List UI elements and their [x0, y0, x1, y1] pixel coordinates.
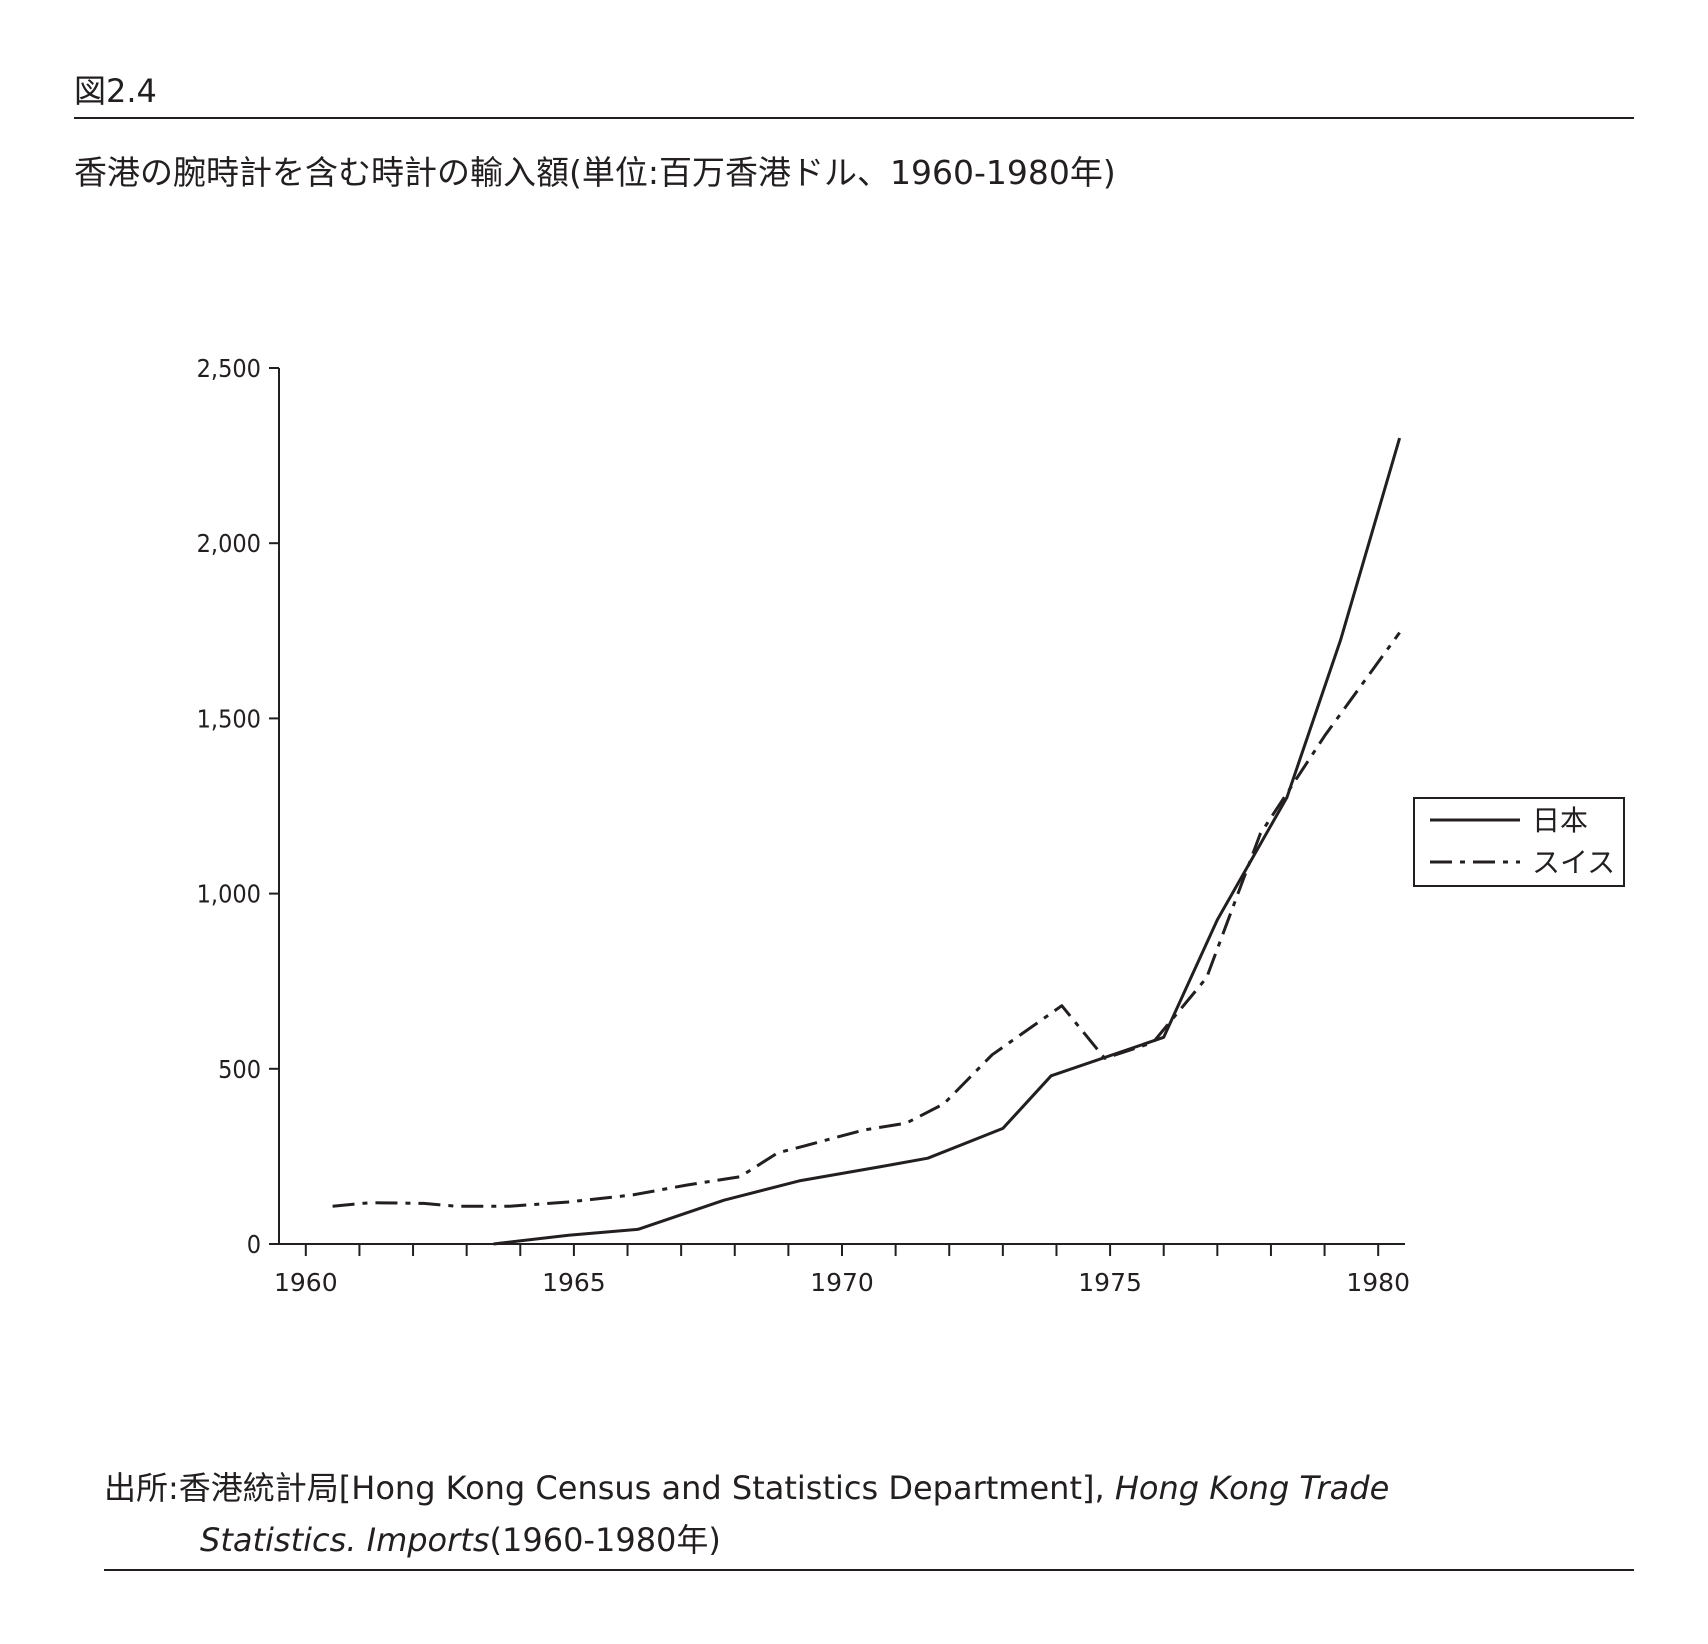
source-title-line2: Statistics. Imports [200, 1521, 490, 1559]
y-tick-label: 1,000 [197, 880, 261, 909]
series-line [493, 437, 1402, 1246]
source-prefix: 出所:香港統計局[Hong Kong Census and Statistics… [104, 1469, 1115, 1507]
x-tick-label: 1975 [1078, 1268, 1142, 1297]
y-tick-label: 2,500 [197, 354, 261, 383]
top-rule [74, 117, 1634, 119]
x-tick-label: 1970 [810, 1268, 874, 1297]
y-tick-label: 1,500 [197, 704, 261, 733]
source-note: 出所:香港統計局[Hong Kong Census and Statistics… [104, 1462, 1389, 1566]
source-suffix: (1960-1980年) [489, 1521, 721, 1559]
y-tick-label: 2,000 [197, 529, 261, 558]
source-title-line1: Hong Kong Trade [1114, 1469, 1390, 1507]
x-tick-label: 1960 [274, 1268, 338, 1297]
y-tick-label: 0 [247, 1230, 261, 1259]
series-line [332, 631, 1401, 1208]
y-tick-label: 500 [218, 1055, 261, 1084]
figure-label: 図2.4 [74, 72, 157, 110]
bottom-rule [104, 1569, 1634, 1571]
legend-label: 日本 [1532, 804, 1588, 837]
legend-box [1413, 797, 1625, 887]
chart-title: 香港の腕時計を含む時計の輸入額(単位:百万香港ドル、1960-1980年) [74, 153, 1116, 192]
x-tick-label: 1965 [542, 1268, 606, 1297]
x-tick-label: 1980 [1346, 1268, 1410, 1297]
legend-label: スイス [1532, 846, 1615, 879]
